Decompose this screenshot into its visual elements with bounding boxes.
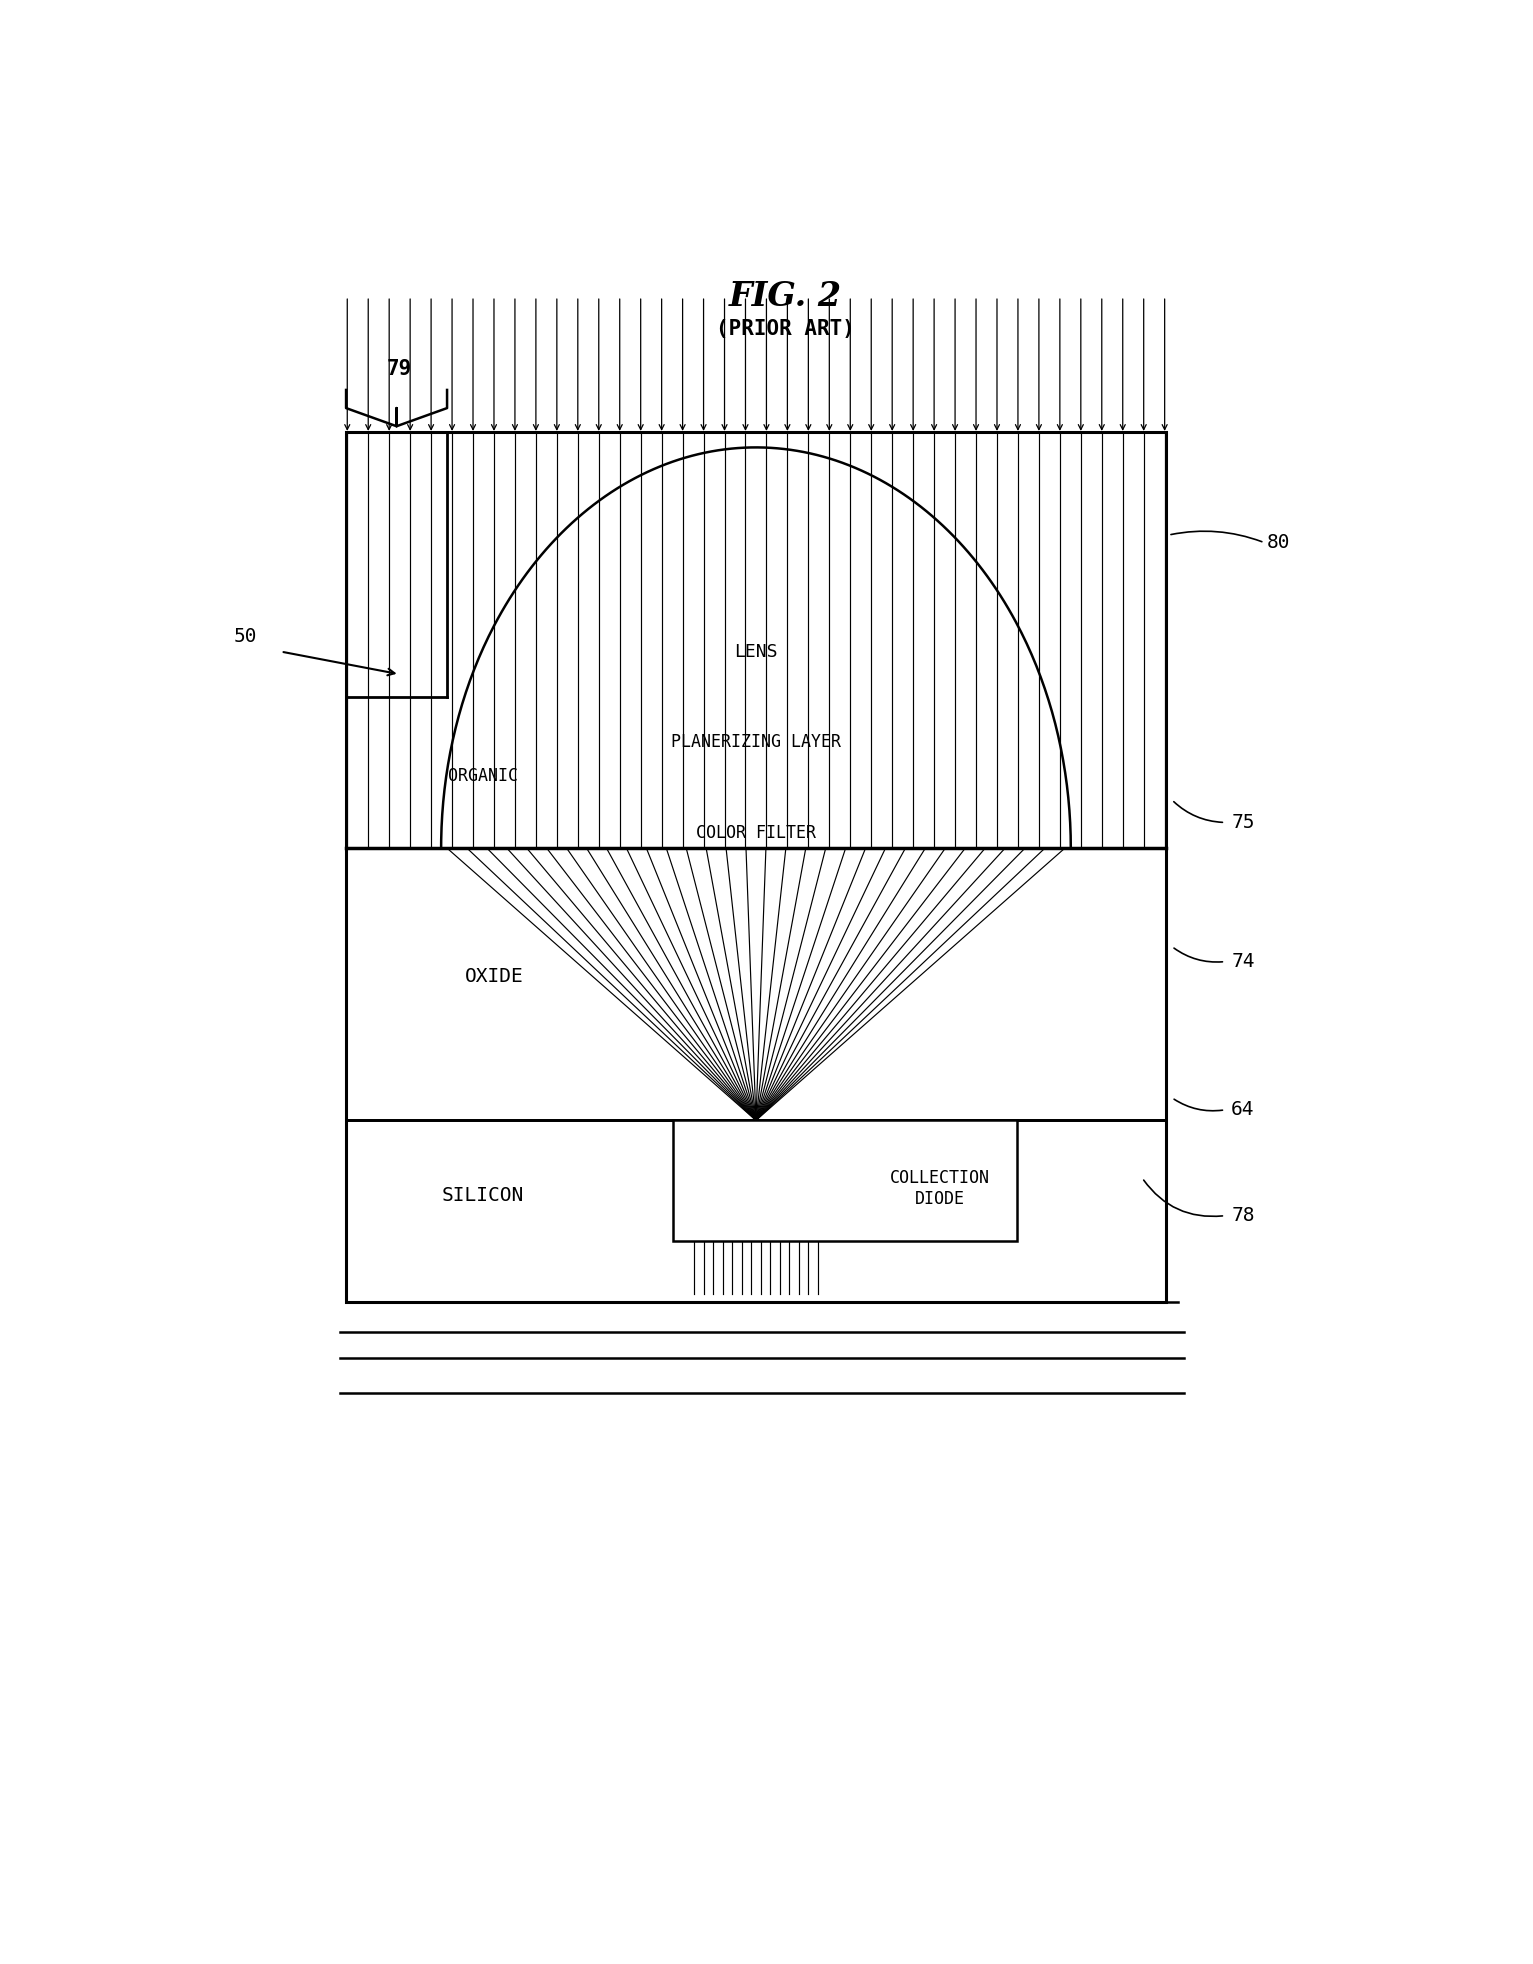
Text: SILICON: SILICON bbox=[442, 1186, 524, 1206]
Text: 50: 50 bbox=[233, 627, 258, 646]
Text: COLLECTION
DIODE: COLLECTION DIODE bbox=[891, 1169, 990, 1208]
Text: FIG. 2: FIG. 2 bbox=[730, 279, 842, 312]
Text: 78: 78 bbox=[1231, 1206, 1254, 1226]
Text: 80: 80 bbox=[1266, 532, 1291, 552]
Bar bbox=[346, 1119, 1167, 1302]
Text: PLANERIZING LAYER: PLANERIZING LAYER bbox=[671, 733, 842, 752]
Text: COLOR FILTER: COLOR FILTER bbox=[696, 825, 816, 843]
Text: ORGANIC: ORGANIC bbox=[448, 766, 518, 784]
Bar bbox=[673, 1119, 1018, 1241]
Text: (PRIOR ART): (PRIOR ART) bbox=[716, 320, 855, 340]
Text: OXIDE: OXIDE bbox=[464, 966, 524, 986]
Bar bbox=[346, 432, 1167, 1302]
Text: 64: 64 bbox=[1231, 1100, 1254, 1119]
Text: 79: 79 bbox=[386, 359, 412, 379]
Text: 75: 75 bbox=[1231, 813, 1254, 833]
Text: 74: 74 bbox=[1231, 953, 1254, 970]
Text: LENS: LENS bbox=[734, 642, 777, 660]
